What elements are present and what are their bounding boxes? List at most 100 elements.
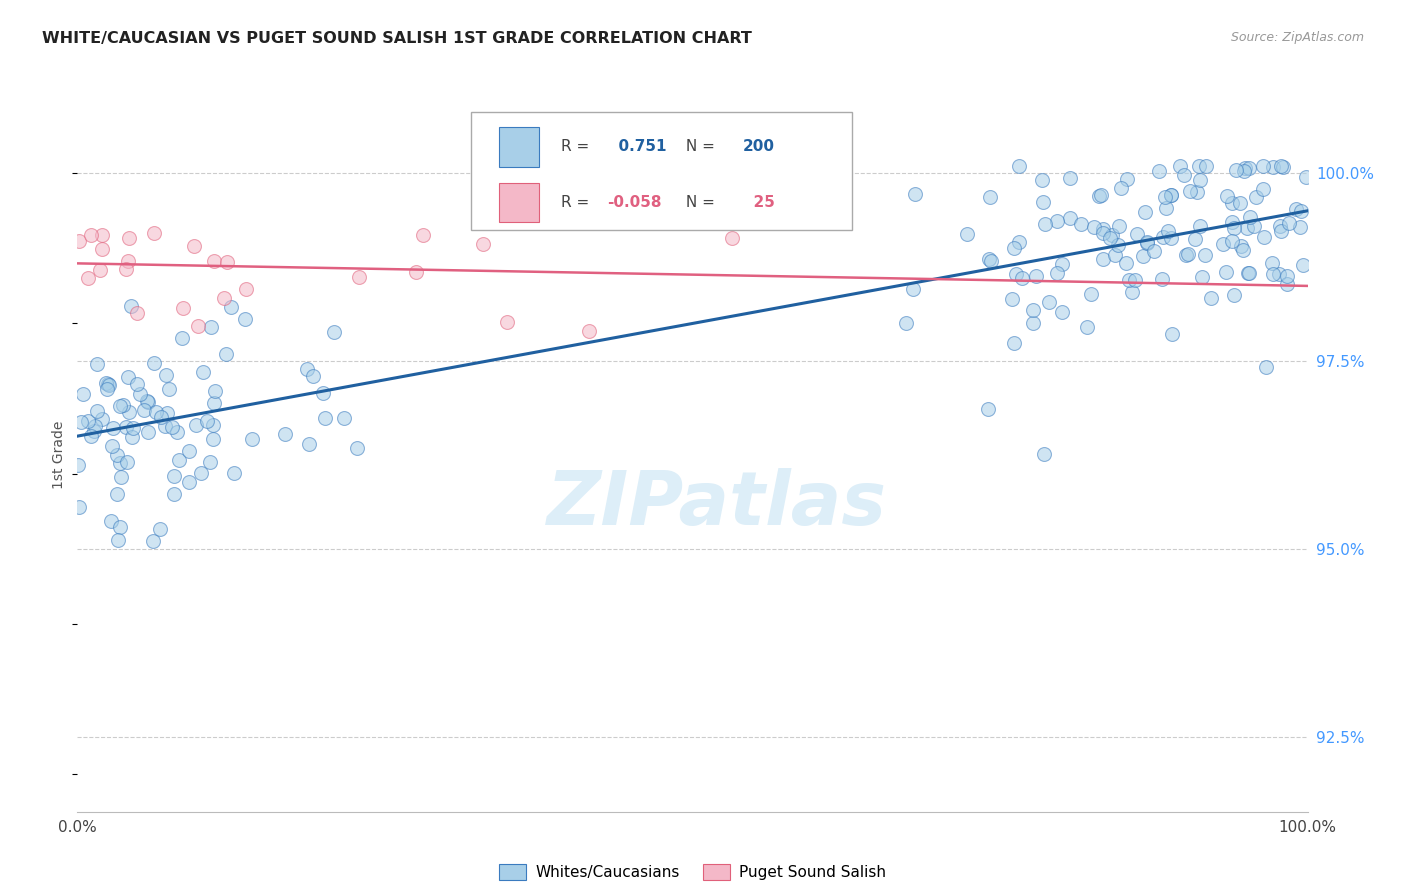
- Point: [1160, 188, 1182, 202]
- Point: [83, 418, 105, 433]
- Point: [1007, 159, 1029, 173]
- Point: [1115, 256, 1137, 270]
- Point: [160, 420, 183, 434]
- Point: [118, 405, 141, 419]
- Point: [1222, 215, 1244, 229]
- Point: [1083, 219, 1105, 234]
- Point: [1178, 184, 1201, 198]
- Point: [1142, 244, 1164, 258]
- Point: [1136, 235, 1159, 250]
- Point: [1236, 266, 1258, 280]
- Point: [222, 467, 245, 481]
- Point: [86, 404, 108, 418]
- Point: [980, 254, 1002, 268]
- Point: [1160, 231, 1182, 245]
- Point: [108, 456, 131, 470]
- Point: [1212, 237, 1234, 252]
- Point: [274, 427, 297, 442]
- Point: [1001, 292, 1024, 306]
- Point: [90, 411, 112, 425]
- Point: [212, 292, 235, 306]
- Text: 25: 25: [742, 194, 775, 210]
- Point: [107, 448, 129, 462]
- Point: [177, 444, 200, 458]
- Point: [1152, 230, 1174, 244]
- Point: [172, 301, 194, 315]
- Point: [1059, 211, 1081, 225]
- Point: [240, 432, 263, 446]
- Point: [1260, 256, 1282, 270]
- Y-axis label: 1st Grade: 1st Grade: [52, 421, 66, 489]
- Point: [312, 386, 335, 401]
- Point: [145, 405, 167, 419]
- Point: [1233, 161, 1256, 176]
- Point: [215, 347, 238, 361]
- Point: [183, 238, 205, 252]
- Point: [1233, 164, 1256, 178]
- Point: [1191, 269, 1213, 284]
- Point: [1080, 287, 1102, 301]
- Point: [1237, 161, 1260, 175]
- Point: [1091, 226, 1114, 240]
- Point: [1032, 195, 1054, 210]
- Point: [190, 466, 212, 480]
- Point: [96, 382, 118, 396]
- Point: [1033, 217, 1056, 231]
- Point: [1004, 241, 1026, 255]
- Point: [122, 421, 145, 435]
- Text: R =: R =: [561, 139, 593, 154]
- Point: [235, 282, 257, 296]
- Point: [904, 186, 927, 201]
- Point: [66, 458, 89, 473]
- Point: [125, 306, 148, 320]
- Point: [1108, 219, 1130, 233]
- Point: [155, 368, 177, 382]
- Point: [1132, 249, 1154, 263]
- Point: [1136, 236, 1159, 251]
- Point: [155, 418, 177, 433]
- Point: [405, 265, 427, 279]
- Point: [163, 487, 186, 501]
- Point: [1236, 221, 1258, 235]
- Point: [1092, 252, 1115, 267]
- Point: [156, 406, 179, 420]
- Point: [1199, 291, 1222, 305]
- Point: [1005, 268, 1028, 282]
- Point: [114, 262, 136, 277]
- Point: [1008, 235, 1031, 250]
- Point: [136, 395, 159, 409]
- Point: [80, 429, 103, 443]
- Point: [1123, 273, 1146, 287]
- FancyBboxPatch shape: [499, 128, 538, 167]
- Point: [1173, 168, 1195, 182]
- Point: [1101, 228, 1123, 243]
- Point: [471, 236, 494, 251]
- Point: [1289, 220, 1312, 235]
- Point: [100, 439, 122, 453]
- Point: [1121, 285, 1143, 299]
- Point: [1107, 238, 1129, 252]
- Point: [110, 469, 132, 483]
- Text: ZIPatlas: ZIPatlas: [547, 468, 887, 541]
- Point: [1038, 294, 1060, 309]
- Point: [1050, 257, 1073, 271]
- Point: [1278, 216, 1301, 230]
- Point: [167, 453, 190, 467]
- Point: [977, 252, 1000, 266]
- Point: [1133, 205, 1156, 219]
- Point: [1187, 185, 1209, 199]
- Text: Source: ZipAtlas.com: Source: ZipAtlas.com: [1230, 31, 1364, 45]
- Point: [136, 425, 159, 439]
- Point: [1270, 224, 1292, 238]
- Point: [1261, 160, 1284, 174]
- Point: [1168, 159, 1191, 173]
- Point: [118, 231, 141, 245]
- Point: [977, 402, 1000, 417]
- Point: [80, 228, 103, 243]
- Point: [163, 469, 186, 483]
- Point: [1295, 169, 1317, 184]
- Point: [94, 376, 117, 391]
- Point: [70, 415, 93, 429]
- Point: [1275, 277, 1298, 291]
- Point: [135, 394, 157, 409]
